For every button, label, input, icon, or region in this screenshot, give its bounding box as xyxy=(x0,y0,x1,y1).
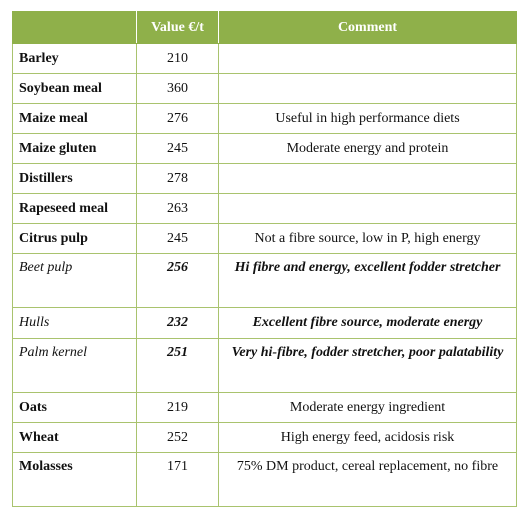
feed-value: 251 xyxy=(136,338,219,393)
feed-name: Wheat xyxy=(12,422,137,453)
feed-value: 276 xyxy=(136,103,219,134)
feed-name: Molasses xyxy=(12,452,137,507)
table-row: Oats 219 Moderate energy ingredient xyxy=(12,392,517,423)
feed-value: 219 xyxy=(136,392,219,423)
feed-comment: High energy feed, acidosis risk xyxy=(218,422,517,453)
table-row: Soybean meal 360 xyxy=(12,73,517,104)
table-row: Rapeseed meal 263 xyxy=(12,193,517,224)
feed-value: 278 xyxy=(136,163,219,194)
feed-comment xyxy=(218,163,517,194)
feed-name: Beet pulp xyxy=(12,253,137,308)
table-row: Maize gluten 245 Moderate energy and pro… xyxy=(12,133,517,164)
feed-comment xyxy=(218,193,517,224)
feed-value: 245 xyxy=(136,223,219,254)
header-row: Value €/t Comment xyxy=(12,11,517,44)
table-row: Wheat 252 High energy feed, acidosis ris… xyxy=(12,422,517,453)
feed-name: Distillers xyxy=(12,163,137,194)
header-value: Value €/t xyxy=(136,11,219,44)
feed-value-table: Value €/t Comment Barley 210 Soybean mea… xyxy=(12,11,517,507)
feed-value: 232 xyxy=(136,307,219,339)
feed-value-table-container: Value €/t Comment Barley 210 Soybean mea… xyxy=(12,11,517,507)
feed-value: 256 xyxy=(136,253,219,308)
feed-name: Citrus pulp xyxy=(12,223,137,254)
feed-comment: Hi fibre and energy, excellent fodder st… xyxy=(218,253,517,308)
feed-comment xyxy=(218,43,517,74)
header-comment: Comment xyxy=(218,11,517,44)
feed-name: Barley xyxy=(12,43,137,74)
feed-comment: 75% DM product, cereal replacement, no f… xyxy=(218,452,517,507)
feed-name: Maize meal xyxy=(12,103,137,134)
table-row: Maize meal 276 Useful in high performanc… xyxy=(12,103,517,134)
feed-value: 263 xyxy=(136,193,219,224)
feed-comment: Moderate energy ingredient xyxy=(218,392,517,423)
table-row: Hulls 232 Excellent fibre source, modera… xyxy=(12,307,517,339)
table-row: Beet pulp 256 Hi fibre and energy, excel… xyxy=(12,253,517,308)
feed-comment: Not a fibre source, low in P, high energ… xyxy=(218,223,517,254)
feed-name: Oats xyxy=(12,392,137,423)
feed-name: Hulls xyxy=(12,307,137,339)
feed-comment: Moderate energy and protein xyxy=(218,133,517,164)
feed-comment: Useful in high performance diets xyxy=(218,103,517,134)
table-header: Value €/t Comment xyxy=(12,11,517,44)
feed-name: Soybean meal xyxy=(12,73,137,104)
feed-value: 210 xyxy=(136,43,219,74)
feed-value: 171 xyxy=(136,452,219,507)
feed-value: 360 xyxy=(136,73,219,104)
table-body: Barley 210 Soybean meal 360 Maize meal 2… xyxy=(12,43,517,507)
table-row: Molasses 171 75% DM product, cereal repl… xyxy=(12,452,517,507)
feed-name: Maize gluten xyxy=(12,133,137,164)
feed-name: Rapeseed meal xyxy=(12,193,137,224)
table-row: Barley 210 xyxy=(12,43,517,74)
feed-value: 245 xyxy=(136,133,219,164)
table-row: Palm kernel 251 Very hi-fibre, fodder st… xyxy=(12,338,517,393)
feed-comment: Excellent fibre source, moderate energy xyxy=(218,307,517,339)
feed-comment: Very hi-fibre, fodder stretcher, poor pa… xyxy=(218,338,517,393)
feed-comment xyxy=(218,73,517,104)
header-feed xyxy=(12,11,137,44)
feed-value: 252 xyxy=(136,422,219,453)
feed-name: Palm kernel xyxy=(12,338,137,393)
table-row: Distillers 278 xyxy=(12,163,517,194)
table-row: Citrus pulp 245 Not a fibre source, low … xyxy=(12,223,517,254)
